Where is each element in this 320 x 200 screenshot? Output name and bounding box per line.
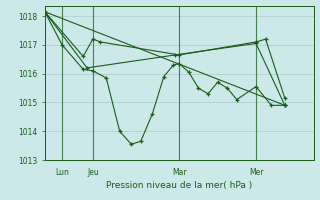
X-axis label: Pression niveau de la mer( hPa ): Pression niveau de la mer( hPa ) — [106, 181, 252, 190]
